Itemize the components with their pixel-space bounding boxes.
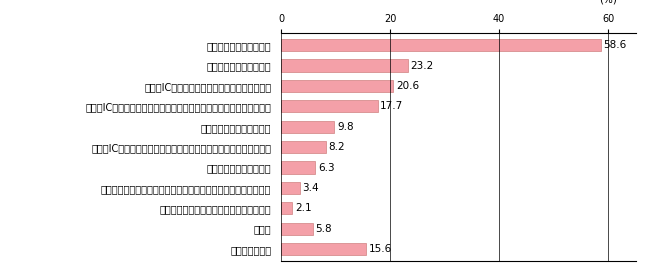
Bar <box>281 161 315 174</box>
Text: 58.6: 58.6 <box>603 40 627 50</box>
Text: 23.2: 23.2 <box>410 60 434 71</box>
Text: 2.1: 2.1 <box>295 203 312 213</box>
Text: 8.2: 8.2 <box>328 142 345 152</box>
Text: 9.8: 9.8 <box>337 122 354 132</box>
Text: 17.7: 17.7 <box>380 101 403 111</box>
Bar <box>281 243 366 255</box>
Bar <box>281 80 393 92</box>
Bar <box>281 39 601 51</box>
Text: 15.6: 15.6 <box>369 244 392 254</box>
Bar <box>281 222 312 235</box>
Bar <box>281 202 292 214</box>
Text: 6.3: 6.3 <box>318 163 334 172</box>
Bar <box>281 59 407 72</box>
Bar <box>281 100 377 112</box>
Bar <box>281 141 326 153</box>
Text: 20.6: 20.6 <box>396 81 419 91</box>
Bar <box>281 121 334 133</box>
Text: 5.8: 5.8 <box>315 224 332 234</box>
Text: 3.4: 3.4 <box>302 183 319 193</box>
Text: (%): (%) <box>599 0 617 4</box>
Bar <box>281 182 300 194</box>
